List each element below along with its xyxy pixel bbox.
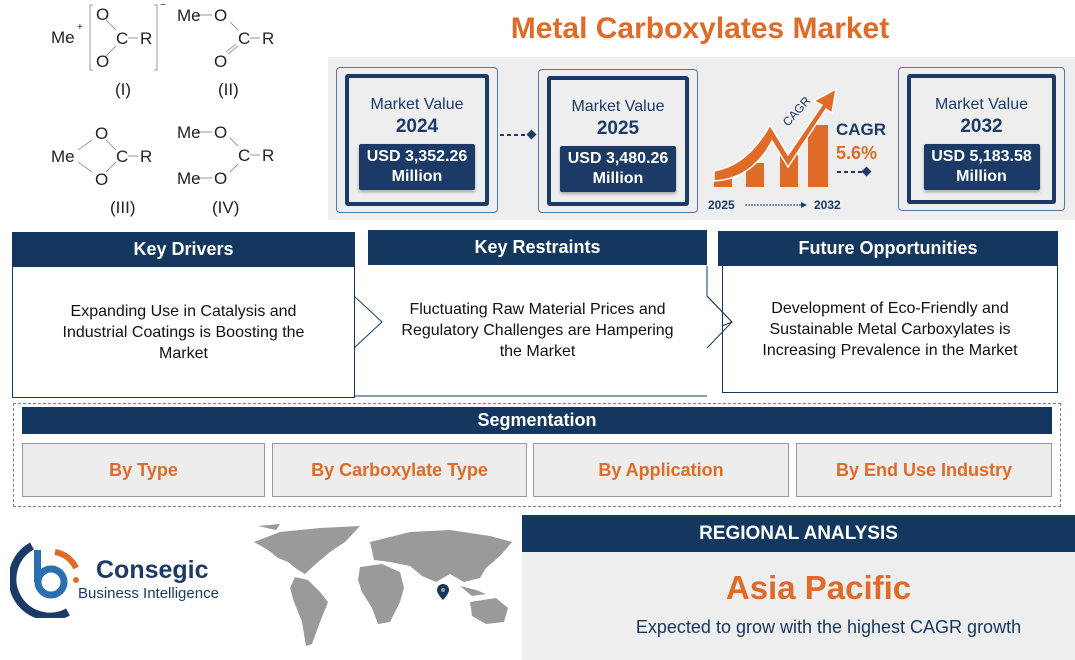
card-year: 2024 (395, 116, 439, 137)
card-value: USD 5,183.58 (931, 148, 1032, 165)
consegic-logo-icon (10, 542, 79, 618)
atom: R (140, 29, 153, 48)
atom: C (238, 29, 251, 48)
atom: O (96, 5, 110, 24)
charge-minus: − (160, 0, 166, 11)
atom: C (238, 146, 251, 165)
atom: R (262, 146, 275, 165)
connector-dots (837, 166, 872, 177)
cagr-start-year: 2025 (708, 198, 735, 212)
atom: O (95, 124, 109, 143)
bond-lines (77, 4, 260, 179)
chevron-dividers (354, 266, 733, 397)
atom: Me (177, 123, 201, 142)
logo-tagline: Business Intelligence (78, 585, 219, 602)
growth-chart-icon: CAGR (713, 87, 837, 187)
key-restraints-text: Fluctuating Raw Material Prices and Regu… (368, 265, 707, 395)
regional-analysis-body (522, 552, 1075, 660)
atom: O (214, 52, 228, 71)
key-restraints-header: Key Restraints (368, 230, 707, 265)
market-value-card-2024: Market Value 2024 USD 3,352.26 Million (336, 67, 498, 213)
atom: Me (177, 6, 201, 25)
segment-by-type: By Type (22, 443, 265, 497)
market-value-card-2025: Market Value 2025 USD 3,480.26 Million (538, 69, 698, 213)
atom: R (262, 29, 275, 48)
card-value: USD 3,352.26 (366, 148, 468, 165)
segmentation-section (13, 403, 1061, 507)
future-opportunities-header: Future Opportunities (718, 231, 1058, 266)
card-label: Market Value (934, 96, 1029, 113)
atom: O (214, 123, 228, 142)
segment-by-application: By Application (533, 443, 789, 497)
world-map (254, 524, 512, 646)
key-drivers-header: Key Drivers (12, 232, 355, 267)
logo-name: Consegic (96, 556, 209, 584)
atom: Me (51, 28, 75, 47)
segmentation-header: Segmentation (22, 407, 1052, 434)
structure-label: (II) (218, 80, 239, 99)
card-year: 2032 (960, 116, 1003, 137)
segment-by-carboxylate-type: By Carboxylate Type (272, 443, 527, 497)
key-drivers-text: Expanding Use in Catalysis and Industria… (12, 267, 355, 398)
card-unit: Million (592, 170, 644, 187)
location-pin-icon (437, 584, 449, 600)
card-year: 2025 (596, 118, 640, 139)
regional-analysis-header: REGIONAL ANALYSIS (522, 515, 1075, 552)
cagr-label: CAGR (836, 120, 887, 139)
structure-label: (I) (115, 80, 132, 99)
market-value-card-2032: Market Value 2032 USD 5,183.58 Million (898, 67, 1065, 211)
structure-label: (III) (110, 198, 136, 217)
regional-description: Expected to grow with the highest CAGR g… (635, 617, 1022, 637)
top-region: Asia Pacific (725, 569, 912, 606)
structure-label: (IV) (212, 198, 240, 217)
atom: Me (177, 169, 201, 188)
atom: C (116, 147, 129, 166)
card-label: Market Value (571, 98, 665, 115)
card-unit: Million (956, 168, 1007, 185)
atom: O (214, 6, 228, 25)
connector-dots (500, 129, 537, 140)
card-label: Market Value (370, 96, 464, 113)
atom: C (116, 29, 129, 48)
cagr-end-year: 2032 (814, 198, 841, 212)
future-opportunities-text: Development of Eco-Friendly and Sustaina… (722, 266, 1058, 393)
chemical-structures: Me + − O O C R (I) Me O C R O (II) Me O … (0, 0, 320, 230)
charge-plus: + (77, 22, 83, 33)
timeline-arrow (745, 202, 807, 208)
atom: R (140, 147, 153, 166)
atom: Me (51, 147, 75, 166)
atom: O (214, 169, 228, 188)
page-title: Metal Carboxylates Market (510, 12, 890, 45)
card-value: USD 3,480.26 (567, 150, 669, 167)
atom: O (95, 170, 109, 189)
atom: O (96, 52, 110, 71)
segment-by-end-use-industry: By End Use Industry (796, 443, 1052, 497)
cagr-value: 5.6% (836, 143, 878, 163)
card-unit: Million (391, 168, 443, 185)
